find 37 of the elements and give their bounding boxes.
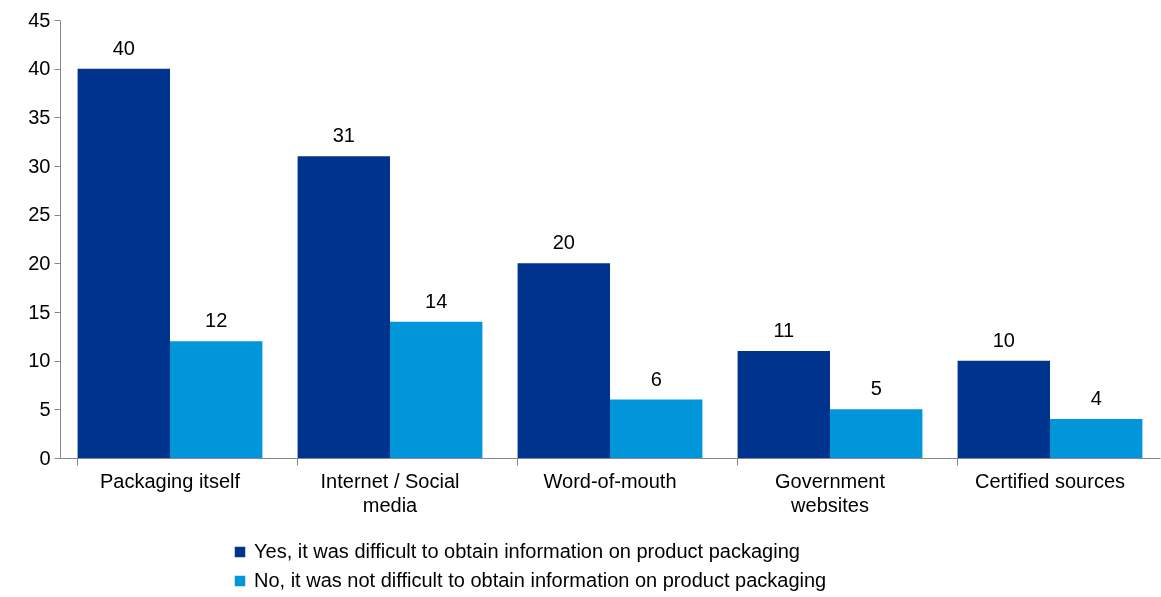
y-tick-label: 20: [28, 251, 51, 274]
bar: [517, 263, 610, 458]
y-tick-label: 15: [28, 300, 51, 323]
legend-label: No, it was not difficult to obtain information on product packaging: [254, 569, 827, 591]
data-label: 10: [992, 328, 1015, 351]
x-tick-label: Packaging itself: [99, 469, 241, 492]
bar: [390, 321, 483, 458]
y-tick-label: 10: [28, 349, 51, 372]
x-tick-label: Certified sources: [974, 469, 1126, 492]
y-tick-label: 0: [39, 446, 51, 469]
x-tick-label: Government websites: [774, 469, 886, 516]
y-tick-label: 45: [28, 8, 51, 31]
x-tick-label: Internet / Social media: [320, 469, 460, 516]
y-tick-label: 40: [28, 57, 51, 80]
data-label: 6: [650, 367, 662, 390]
y-tick-label: 25: [28, 203, 51, 226]
data-label: 31: [332, 124, 355, 147]
data-label: 11: [773, 318, 795, 341]
bar: [830, 409, 923, 458]
legend-label: Yes, it was difficult to obtain information on product packaging: [254, 540, 800, 562]
data-label: 40: [112, 36, 135, 59]
bar: [77, 68, 170, 458]
data-label: 4: [1090, 387, 1102, 410]
y-tick-label: 30: [28, 154, 51, 177]
data-label: 14: [425, 289, 448, 312]
data-label: 20: [552, 231, 575, 254]
y-tick-label: 35: [28, 105, 51, 128]
x-tick-label: Word-of-mouth: [543, 469, 677, 492]
y-tick-label: 5: [39, 397, 51, 420]
data-label: 12: [205, 309, 228, 332]
bar: [1050, 419, 1143, 458]
data-label: 5: [870, 377, 882, 400]
bar: [170, 341, 263, 458]
bar: [957, 360, 1050, 458]
bar: [297, 156, 390, 458]
bar: [610, 399, 703, 458]
bar: [737, 350, 830, 458]
